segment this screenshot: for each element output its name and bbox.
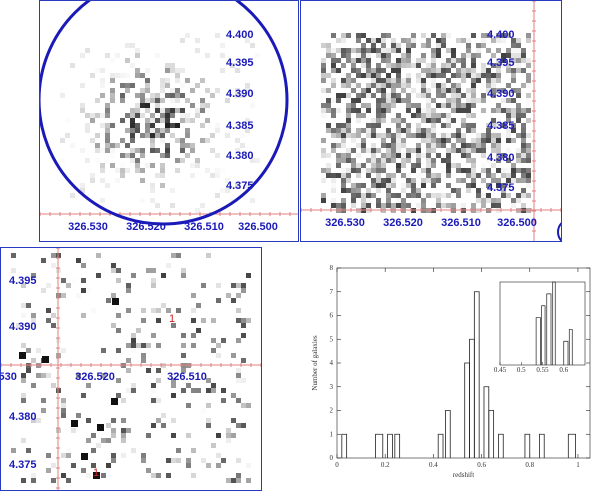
- dec-tick-label: 4.385: [226, 120, 254, 132]
- bright-pixel: [81, 453, 88, 460]
- ra-tick-label: 326.530: [1, 371, 17, 383]
- dec-tick-label: 4.385: [487, 120, 515, 132]
- y-axis-label: Number of galaxies: [311, 335, 319, 390]
- y-tick-label: 6: [330, 312, 334, 320]
- dec-tick-label: 4.380: [226, 150, 254, 162]
- inset-x-tick-label: 0.5: [517, 366, 526, 374]
- ra-tick-label: 326.530: [68, 221, 108, 233]
- x-tick-label: 0: [335, 461, 339, 469]
- dec-tick-label: 4.390: [487, 88, 515, 100]
- histogram-bin: [464, 362, 470, 458]
- y-tick-label: 1: [330, 430, 334, 438]
- sky-image-top-right: 326.530 326.520 326.510 326.500 4.400 4.395 4.…: [301, 1, 561, 241]
- bright-pixel: [97, 424, 104, 431]
- histogram-bin: [445, 410, 451, 458]
- bright-pixel: [111, 398, 118, 405]
- dec-tick-label: 4.380: [9, 411, 37, 423]
- source-marker-label: 1: [169, 313, 175, 325]
- noise-pixels: [321, 33, 531, 213]
- bright-pixel: [93, 472, 100, 479]
- noise-pixels: [60, 33, 260, 213]
- sky-image-bottom-left: 326.530 326.520 326.510 4.395 4.390 4.380 4.37…: [1, 248, 261, 490]
- bright-pixel: [42, 356, 49, 363]
- histogram-bin: [524, 433, 531, 458]
- histogram-bin: [539, 433, 545, 458]
- ra-tick-label: 326.510: [441, 217, 481, 229]
- inset-histogram-bin: [568, 329, 573, 365]
- dec-tick-label: 4.375: [487, 182, 515, 194]
- histogram-bin: [375, 433, 384, 458]
- ra-tick-label: 326.500: [238, 221, 278, 233]
- y-tick-label: 7: [330, 288, 334, 296]
- histogram-bin: [387, 433, 393, 458]
- inset-x-tick-label: 0.45: [494, 366, 507, 374]
- noise-pixels: [11, 253, 251, 483]
- histogram-bin: [473, 291, 480, 458]
- inset-histogram-bin: [541, 305, 546, 365]
- ra-tick-label: 326.520: [383, 217, 423, 229]
- ra-tick-label: 326.520: [75, 371, 115, 383]
- x-tick-label: 0.2: [381, 461, 390, 469]
- histogram-bin: [567, 433, 576, 458]
- dec-tick-label: 4.400: [226, 29, 254, 41]
- selection-circle: [40, 1, 289, 226]
- inset-x-tick-label: 0.55: [536, 366, 549, 374]
- dec-tick-label: 4.400: [487, 29, 515, 41]
- x-tick-label: 0.4: [429, 461, 438, 469]
- bright-pixel: [112, 298, 119, 305]
- x-axis-label: redshift: [453, 471, 474, 479]
- inset-frame: [499, 281, 586, 366]
- x-tick-label: 0.8: [525, 461, 534, 469]
- y-tick-label: 2: [330, 407, 334, 415]
- dec-tick-label: 4.380: [487, 152, 515, 164]
- ra-tick-label: 326.530: [325, 217, 365, 229]
- y-tick-label: 3: [330, 383, 334, 391]
- panel-bottom-left: 326.530 326.520 326.510 4.395 4.390 4.380 4.37…: [0, 247, 262, 491]
- y-tick-label: 8: [330, 264, 334, 272]
- sky-image-top-left: 326.530 326.520 326.510 326.5004.4004.3954.…: [40, 1, 298, 233]
- bright-pixel: [71, 420, 78, 427]
- dec-tick-label: 4.395: [487, 57, 515, 69]
- histogram-bin: [469, 338, 475, 458]
- y-tick-label: 5: [330, 335, 334, 343]
- dec-tick-label: 4.390: [226, 88, 254, 100]
- inset-histogram-bin: [535, 317, 541, 365]
- y-tick-label: 0: [330, 454, 334, 462]
- bright-pixel: [19, 352, 26, 359]
- dec-tick-label: 4.390: [9, 321, 37, 333]
- dec-tick-label: 4.375: [9, 459, 37, 471]
- y-tick-label: 4: [330, 359, 334, 367]
- dec-tick-label: 4.395: [9, 275, 37, 287]
- source-marker-label: 1: [93, 467, 99, 479]
- x-tick-label: 0.6: [477, 461, 486, 469]
- x-tick-label: 1: [576, 461, 580, 469]
- inset-x-tick-label: 0.6: [559, 366, 568, 374]
- histogram-bin: [498, 433, 504, 458]
- histogram-bin: [483, 386, 490, 458]
- histogram-bin: [488, 410, 495, 458]
- ra-tick-label: 326.510: [167, 371, 207, 383]
- next-panel-circle-edge: [557, 222, 561, 241]
- histogram-bin: [394, 433, 401, 458]
- redshift-histogram: 0 0.2 0.4 0.6 0.8 1 0 1 2 3 4 5 6 7 8 redshift Number of…: [311, 264, 591, 479]
- dec-tick-label: 4.375: [226, 180, 254, 192]
- dec-tick-label: 4.395: [226, 57, 254, 69]
- panel-bottom-right: 0 0.2 0.4 0.6 0.8 1 0 1 2 3 4 5 6 7 8 redshift Number of…: [305, 258, 600, 491]
- ra-tick-label: 326.510: [184, 221, 224, 233]
- inset-histogram-bin: [563, 340, 569, 365]
- ra-tick-label: 326.500: [497, 217, 537, 229]
- panel-top-left: 326.530 326.520 326.510 326.500 4.400 4.395 4.…: [39, 0, 299, 242]
- panel-top-right: 326.530 326.520 326.510 326.500 4.400 4.395 4.…: [300, 0, 562, 242]
- inset-histogram-bin: [552, 281, 556, 365]
- histogram-bin: [341, 433, 348, 458]
- inset-histogram-bin: [546, 293, 552, 365]
- histogram-bin: [437, 433, 444, 458]
